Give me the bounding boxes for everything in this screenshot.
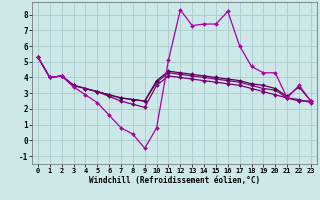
- X-axis label: Windchill (Refroidissement éolien,°C): Windchill (Refroidissement éolien,°C): [89, 176, 260, 185]
